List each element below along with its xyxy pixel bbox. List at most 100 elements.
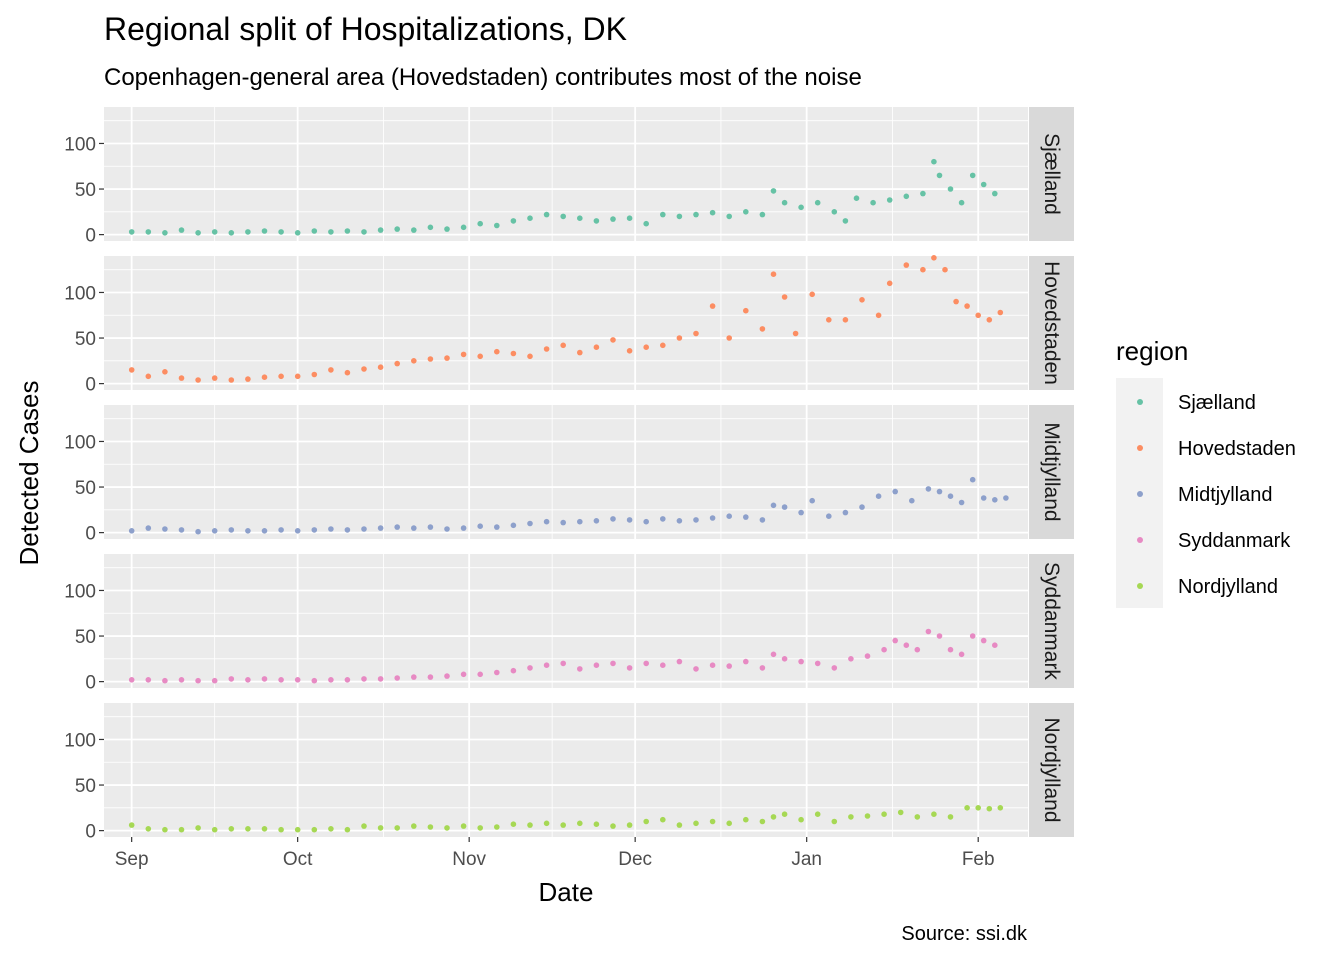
facet-strip-label: Midtjylland [1040,422,1063,521]
data-point [626,215,633,221]
x-tick-label: Dec [618,849,652,870]
data-point [842,509,849,516]
data-point [361,526,367,532]
data-point [394,675,401,681]
data-point [931,158,937,165]
data-point [593,218,600,224]
data-point [460,671,467,678]
data-point [211,826,218,833]
data-point [377,676,384,682]
data-point [709,209,716,216]
data-point [831,818,838,825]
data-point [676,822,683,828]
data-point [128,367,135,373]
y-tick-label: 50 [75,478,96,499]
data-point [261,374,268,381]
data-point [261,228,268,234]
data-point [261,528,268,534]
y-tick-label: 0 [85,375,96,396]
y-tick-label: 0 [85,524,96,545]
data-point [460,224,467,231]
data-point [792,330,799,337]
data-point [145,525,152,531]
data-point [411,525,417,531]
data-point [743,658,749,665]
data-point [195,825,201,831]
data-point [975,805,981,811]
data-point [626,822,633,828]
legend-label: Syddanmark [1178,530,1291,552]
legend-item: Hovedstaden [1137,438,1296,460]
data-point [969,172,976,179]
data-point [798,658,804,665]
data-point [494,348,500,355]
data-point [947,646,954,653]
data-point [228,377,235,383]
legend-key [1137,399,1143,405]
data-point [228,826,235,832]
facet-strip [1029,703,1074,837]
data-point [460,351,467,358]
data-point [936,488,943,495]
data-point [660,816,666,823]
data-point [980,181,987,188]
x-axis: Sep Oct Nov Dec Jan Feb [115,837,995,870]
data-point [311,677,318,684]
data-point [770,188,777,194]
data-point [980,637,987,644]
data-point [311,228,318,234]
facet-panels: 0 50 100 Sjælland 0 50 100 Hovedstaden 0 50 100 Mid… [64,107,1074,843]
data-point [178,227,185,233]
data-point [294,826,301,833]
legend-label: Hovedstaden [1178,438,1296,460]
data-point [162,526,168,532]
panel-background [104,554,1028,688]
data-point [925,486,932,492]
data-point [881,811,887,817]
data-point [610,216,616,222]
data-point [228,527,235,533]
data-point [377,825,384,831]
data-point [577,349,583,356]
data-point [964,303,970,309]
y-tick-label: 0 [85,226,96,247]
data-point [543,211,550,218]
data-point [881,646,887,653]
data-point [1003,495,1009,501]
data-point [361,676,367,682]
legend-key [1137,583,1143,589]
data-point [610,337,616,343]
facet-panel: 0 50 100 Syddanmark [64,554,1074,694]
data-point [195,677,201,684]
data-point [853,195,860,201]
data-point [914,814,921,820]
data-point [527,520,533,527]
data-point [969,633,976,639]
data-point [643,660,649,667]
data-point [693,517,699,523]
data-point [128,528,135,534]
data-point [543,662,550,668]
data-point [986,805,993,812]
data-point [892,488,898,495]
data-point [975,312,981,319]
data-point [577,518,583,525]
data-point [278,677,284,683]
data-point [245,229,251,235]
data-point [195,230,201,236]
y-tick-label: 0 [85,673,96,694]
legend-key [1137,491,1143,497]
y-tick-label: 100 [64,134,96,155]
data-point [444,526,450,532]
data-point [178,375,185,381]
data-point [770,651,777,658]
data-point [577,820,583,827]
data-point [759,211,766,218]
data-point [145,373,152,380]
data-point [510,522,517,529]
data-point [377,364,384,371]
data-point [510,218,517,224]
data-point [626,517,633,523]
data-point [660,662,666,668]
